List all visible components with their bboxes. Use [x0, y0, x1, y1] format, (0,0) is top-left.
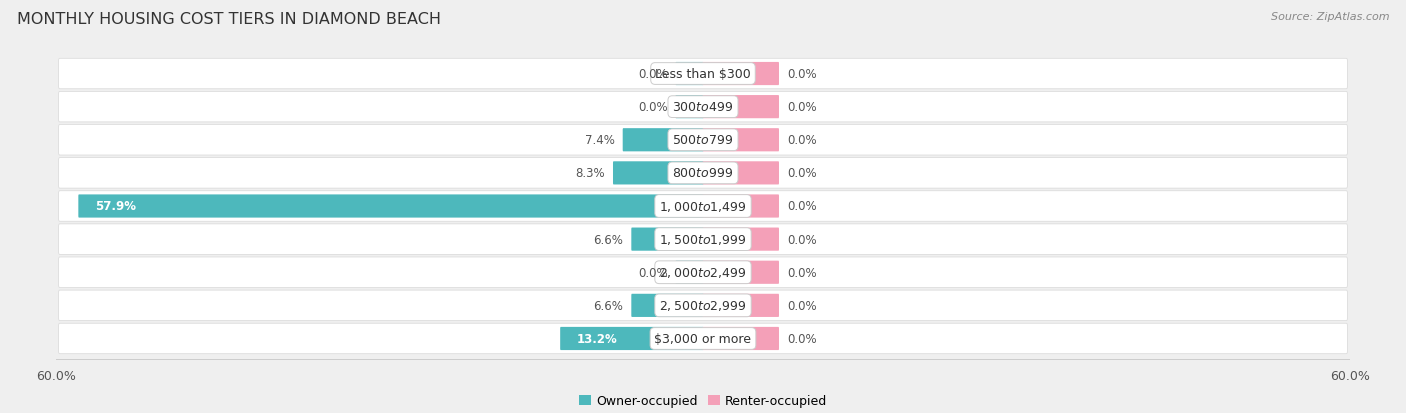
FancyBboxPatch shape — [703, 63, 779, 86]
FancyBboxPatch shape — [631, 294, 703, 317]
Text: $300 to $499: $300 to $499 — [672, 101, 734, 114]
Text: MONTHLY HOUSING COST TIERS IN DIAMOND BEACH: MONTHLY HOUSING COST TIERS IN DIAMOND BE… — [17, 12, 441, 27]
FancyBboxPatch shape — [560, 327, 703, 350]
FancyBboxPatch shape — [675, 96, 703, 119]
Text: 8.3%: 8.3% — [575, 167, 605, 180]
Text: 0.0%: 0.0% — [787, 332, 817, 345]
FancyBboxPatch shape — [623, 129, 703, 152]
FancyBboxPatch shape — [613, 162, 703, 185]
Text: $2,500 to $2,999: $2,500 to $2,999 — [659, 299, 747, 313]
FancyBboxPatch shape — [59, 59, 1347, 90]
FancyBboxPatch shape — [59, 125, 1347, 156]
FancyBboxPatch shape — [703, 327, 779, 350]
Text: 0.0%: 0.0% — [787, 134, 817, 147]
Text: 0.0%: 0.0% — [787, 266, 817, 279]
FancyBboxPatch shape — [675, 63, 703, 86]
Text: $2,000 to $2,499: $2,000 to $2,499 — [659, 266, 747, 280]
FancyBboxPatch shape — [59, 224, 1347, 255]
Text: 0.0%: 0.0% — [787, 167, 817, 180]
FancyBboxPatch shape — [59, 290, 1347, 321]
FancyBboxPatch shape — [703, 195, 779, 218]
FancyBboxPatch shape — [59, 92, 1347, 123]
Text: 0.0%: 0.0% — [638, 266, 668, 279]
Text: 6.6%: 6.6% — [593, 299, 623, 312]
Text: 0.0%: 0.0% — [638, 68, 668, 81]
Text: 0.0%: 0.0% — [787, 299, 817, 312]
Text: $1,500 to $1,999: $1,500 to $1,999 — [659, 233, 747, 247]
Text: $3,000 or more: $3,000 or more — [655, 332, 751, 345]
Text: 57.9%: 57.9% — [96, 200, 136, 213]
Text: 7.4%: 7.4% — [585, 134, 614, 147]
Text: $1,000 to $1,499: $1,000 to $1,499 — [659, 199, 747, 214]
Text: Less than $300: Less than $300 — [655, 68, 751, 81]
Text: 0.0%: 0.0% — [787, 233, 817, 246]
FancyBboxPatch shape — [631, 228, 703, 251]
FancyBboxPatch shape — [59, 257, 1347, 288]
FancyBboxPatch shape — [59, 158, 1347, 189]
Text: 0.0%: 0.0% — [787, 68, 817, 81]
Text: 6.6%: 6.6% — [593, 233, 623, 246]
FancyBboxPatch shape — [703, 228, 779, 251]
Text: 0.0%: 0.0% — [787, 200, 817, 213]
FancyBboxPatch shape — [59, 323, 1347, 354]
Text: 0.0%: 0.0% — [787, 101, 817, 114]
FancyBboxPatch shape — [703, 162, 779, 185]
Legend: Owner-occupied, Renter-occupied: Owner-occupied, Renter-occupied — [579, 394, 827, 408]
Text: Source: ZipAtlas.com: Source: ZipAtlas.com — [1271, 12, 1389, 22]
FancyBboxPatch shape — [59, 191, 1347, 222]
FancyBboxPatch shape — [703, 96, 779, 119]
FancyBboxPatch shape — [703, 129, 779, 152]
Text: $500 to $799: $500 to $799 — [672, 134, 734, 147]
FancyBboxPatch shape — [703, 261, 779, 284]
FancyBboxPatch shape — [675, 261, 703, 284]
FancyBboxPatch shape — [79, 195, 703, 218]
FancyBboxPatch shape — [703, 294, 779, 317]
Text: $800 to $999: $800 to $999 — [672, 167, 734, 180]
Text: 13.2%: 13.2% — [576, 332, 617, 345]
Text: 0.0%: 0.0% — [638, 101, 668, 114]
